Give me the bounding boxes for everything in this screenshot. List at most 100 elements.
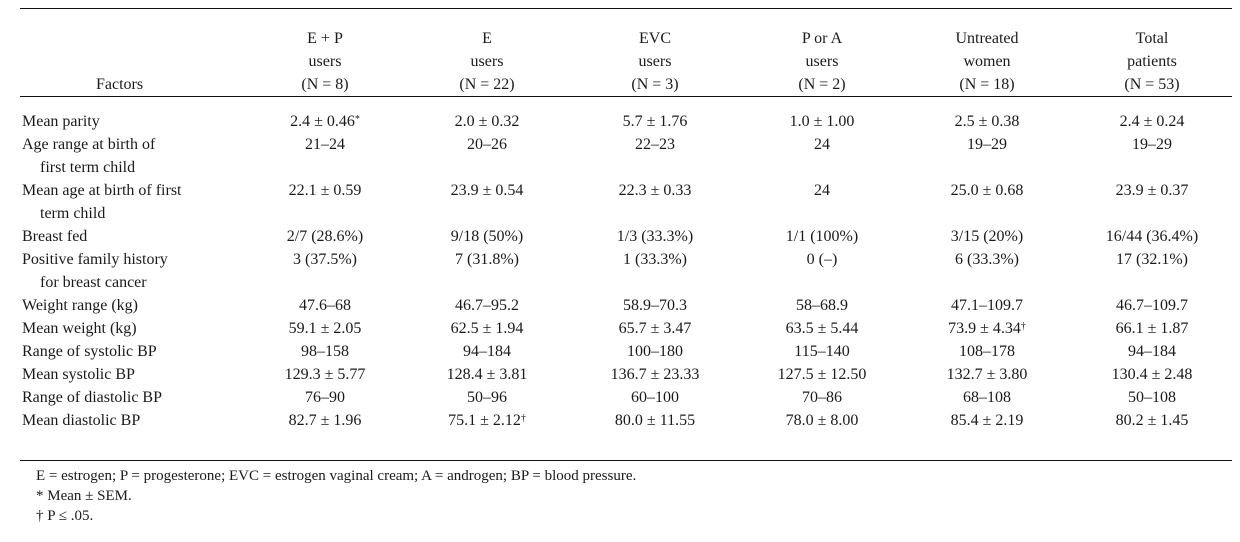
row-label: Age range at birth of first term child [14, 133, 244, 179]
table-cell: 2/7 (28.6%) [244, 225, 406, 248]
cell-value: 76–90 [305, 389, 345, 406]
table-cell: 94–184 [406, 340, 568, 363]
table-cell: 60–100 [568, 386, 742, 409]
cell-value: 2.4 ± 0.24 [1119, 113, 1185, 130]
table-row: Range of systolic BP 98–158 94–184 100–180 1… [14, 340, 1232, 363]
table-cell: 3/15 (20%) [902, 225, 1072, 248]
footnote-mark: † [520, 413, 526, 424]
table-cell: 50–96 [406, 386, 568, 409]
column-header-line1: E + P [307, 30, 343, 47]
cell-value: 62.5 ± 1.94 [450, 320, 524, 337]
table-row: Age range at birth of first term child 21–… [14, 133, 1232, 179]
table-cell: 108–178 [902, 340, 1072, 363]
cell-value: 47.1–109.7 [951, 297, 1023, 314]
table-row: Range of diastolic BP 76–90 50–96 60–100 70–… [14, 386, 1232, 409]
row-label-continuation: for breast cancer [40, 274, 147, 291]
table-cell: 24 [742, 133, 902, 179]
cell-value: 19–29 [967, 136, 1007, 153]
cell-value: 98–158 [301, 343, 349, 360]
table-cell: 1.0 ± 1.00 [742, 100, 902, 133]
cell-value: 6 (33.3%) [955, 251, 1019, 268]
cell-value: 80.0 ± 11.55 [614, 412, 696, 429]
cell-value: 75.1 ± 2.12 [448, 412, 521, 429]
table-row: Mean weight (kg) 59.1 ± 2.05 62.5 ± 1.94 65… [14, 317, 1232, 340]
cell-value: 100–180 [627, 343, 683, 360]
row-label: Mean systolic BP [14, 363, 244, 386]
cell-value: 50–108 [1128, 389, 1176, 406]
table-cell: 16/44 (36.4%) [1072, 225, 1232, 248]
cell-value: 65.7 ± 3.47 [618, 320, 692, 337]
cell-value: 2/7 (28.6%) [286, 228, 364, 245]
table-cell: 46.7–95.2 [406, 294, 568, 317]
column-header-n: (N = 8) [301, 76, 349, 93]
cell-value: 25.0 ± 0.68 [950, 182, 1024, 199]
cell-value: 2.4 ± 0.46 [290, 113, 355, 130]
row-label-text: Weight range (kg) [22, 297, 138, 314]
footnote-mark: † [1020, 321, 1026, 332]
column-header-line2: women [963, 53, 1011, 70]
column-header-line1: Total [1135, 30, 1169, 47]
table-cell: 65.7 ± 3.47 [568, 317, 742, 340]
row-label: Positive family history for breast cancer [14, 248, 244, 294]
table-cell: 62.5 ± 1.94 [406, 317, 568, 340]
table-cell: 132.7 ± 3.80 [902, 363, 1072, 386]
table-cell: 63.5 ± 5.44 [742, 317, 902, 340]
table-cell: 20–26 [406, 133, 568, 179]
table-cell: 94–184 [1072, 340, 1232, 363]
cell-value: 3 (37.5%) [293, 251, 357, 268]
row-label-text: Breast fed [22, 228, 88, 245]
table-cell: 66.1 ± 1.87 [1072, 317, 1232, 340]
table-cell: 1 (33.3%) [568, 248, 742, 294]
cell-value: 46.7–95.2 [455, 297, 519, 314]
column-header-line1: E [482, 30, 492, 47]
top-rule [20, 8, 1232, 9]
row-label-text: Mean systolic BP [22, 366, 135, 383]
table-cell: 47.6–68 [244, 294, 406, 317]
table-cell: 0 (–) [742, 248, 902, 294]
table-cell: 128.4 ± 3.81 [406, 363, 568, 386]
table-row: Weight range (kg) 47.6–68 46.7–95.2 58.9–70… [14, 294, 1232, 317]
table-cell: 25.0 ± 0.68 [902, 179, 1072, 225]
cell-value: 0 (–) [806, 251, 838, 268]
table-cell: 68–108 [902, 386, 1072, 409]
column-header-e: E users (N = 22) [406, 8, 568, 100]
row-label-continuation: first term child [40, 159, 136, 176]
table-cell: 130.4 ± 2.48 [1072, 363, 1232, 386]
column-header-line1: Untreated [955, 30, 1019, 47]
column-header-n: (N = 18) [959, 76, 1015, 93]
table-cell: 23.9 ± 0.54 [406, 179, 568, 225]
cell-value: 129.3 ± 5.77 [284, 366, 366, 383]
table-cell: 82.7 ± 1.96 [244, 409, 406, 432]
footnote-significance: † P ≤ .05. [36, 508, 94, 524]
cell-value: 47.6–68 [299, 297, 351, 314]
table-row: Mean parity 2.4 ± 0.46* 2.0 ± 0.32 5.7 ± 1.… [14, 100, 1232, 133]
table-cell: 70–86 [742, 386, 902, 409]
table-cell: 59.1 ± 2.05 [244, 317, 406, 340]
cell-value: 22.1 ± 0.59 [288, 182, 362, 199]
table-header: Factors E + P users (N = 8) E users (N =… [14, 8, 1232, 100]
header-rule [20, 96, 1232, 97]
cell-value: 2.0 ± 0.32 [454, 113, 520, 130]
cell-value: 60–100 [631, 389, 679, 406]
cell-value: 82.7 ± 1.96 [288, 412, 362, 429]
cell-value: 66.1 ± 1.87 [1115, 320, 1189, 337]
table-row: Breast fed 2/7 (28.6%) 9/18 (50%) 1/3 (33.3… [14, 225, 1232, 248]
table-cell: 46.7–109.7 [1072, 294, 1232, 317]
table-row: Mean age at birth of first term child 22.1… [14, 179, 1232, 225]
table-cell: 76–90 [244, 386, 406, 409]
cell-value: 80.2 ± 1.45 [1115, 412, 1189, 429]
column-header-n: (N = 2) [798, 76, 846, 93]
cell-value: 127.5 ± 12.50 [777, 366, 867, 383]
cell-value: 68–108 [963, 389, 1011, 406]
table-cell: 22.1 ± 0.59 [244, 179, 406, 225]
table-cell: 2.4 ± 0.24 [1072, 100, 1232, 133]
cell-value: 24 [814, 136, 830, 153]
data-table: Factors E + P users (N = 8) E users (N =… [14, 8, 1232, 432]
table-cell: 22–23 [568, 133, 742, 179]
table-cell: 24 [742, 179, 902, 225]
cell-value: 22.3 ± 0.33 [618, 182, 692, 199]
row-label-text: Mean diastolic BP [22, 412, 141, 429]
cell-value: 128.4 ± 3.81 [446, 366, 528, 383]
table-cell: 1/3 (33.3%) [568, 225, 742, 248]
table-body: Mean parity 2.4 ± 0.46* 2.0 ± 0.32 5.7 ± 1.… [14, 100, 1232, 432]
